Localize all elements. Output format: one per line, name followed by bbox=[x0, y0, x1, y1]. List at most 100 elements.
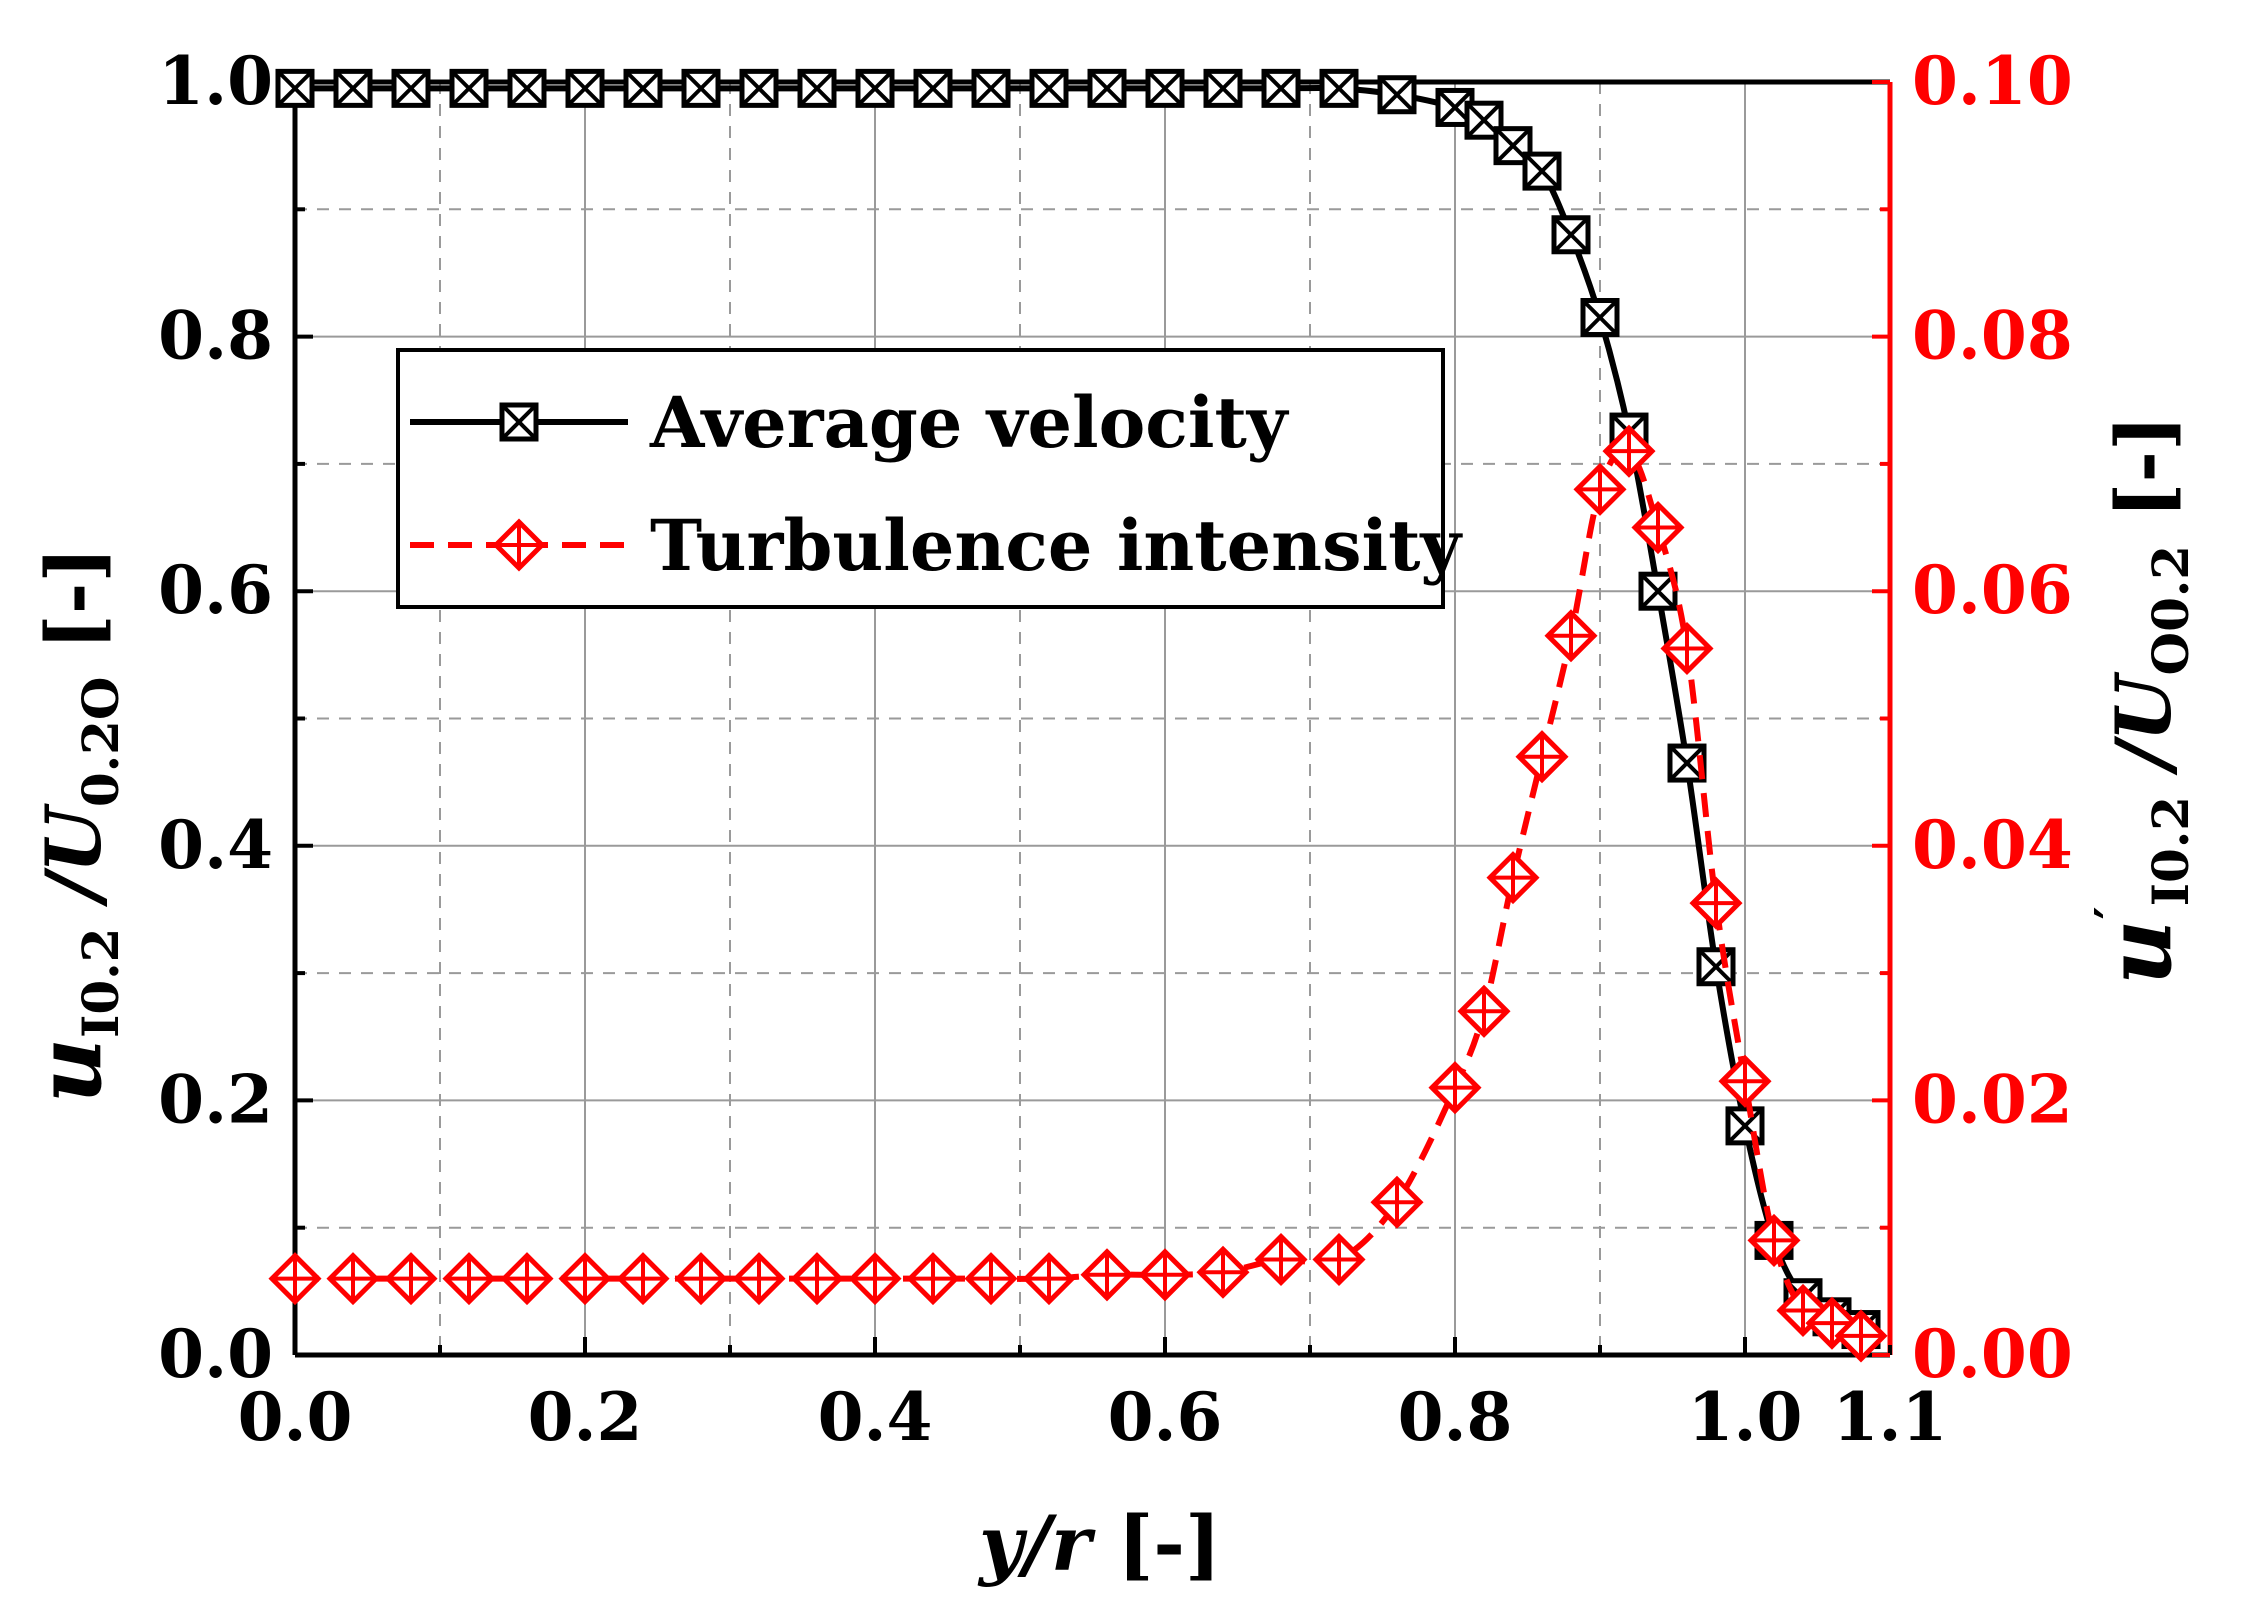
y-left-tick-label: 1.0 bbox=[158, 42, 273, 120]
velocity-point bbox=[507, 68, 547, 108]
x-tick-label: 0.4 bbox=[818, 1378, 933, 1456]
velocity-point-cross-b bbox=[1320, 69, 1358, 107]
velocity-point-cross-b bbox=[1204, 69, 1242, 107]
x-tick-label: 0.0 bbox=[238, 1378, 353, 1456]
series-layer bbox=[268, 68, 1888, 1363]
velocity-point-cross-b bbox=[1697, 948, 1735, 986]
y-left-tick-label: 0.0 bbox=[158, 1315, 273, 1393]
velocity-point-cross-b bbox=[566, 69, 604, 107]
velocity-point-cross-b bbox=[1668, 744, 1706, 782]
velocity-point bbox=[1029, 68, 1069, 108]
velocity-point bbox=[681, 68, 721, 108]
turbulence-point bbox=[384, 1252, 438, 1306]
turbulence-point bbox=[1544, 609, 1598, 663]
turbulence-point bbox=[326, 1252, 380, 1306]
velocity-point bbox=[1145, 68, 1185, 108]
turbulence-point bbox=[1138, 1248, 1192, 1302]
y-right-title-unit: [-] bbox=[2099, 415, 2188, 545]
tick-labels: 0.0 0.2 0.4 0.6 0.8 1.0 1.1 0.0 0.2 0.4 0.6 0.8 1.0 0… bbox=[158, 42, 2073, 1456]
velocity-point-cross-b bbox=[508, 69, 546, 107]
y-right-tick-label: 0.02 bbox=[1912, 1060, 2073, 1138]
x-axis-title: y/r [-] bbox=[977, 1499, 1221, 1588]
velocity-point bbox=[855, 68, 895, 108]
turbulence-point bbox=[732, 1252, 786, 1306]
turbulence-point bbox=[1834, 1309, 1888, 1363]
y-left-title-unit: [-] bbox=[29, 547, 118, 677]
legend-velocity-symbol-cross-b bbox=[500, 403, 538, 441]
velocity-point bbox=[971, 68, 1011, 108]
y-left-title-main: u bbox=[16, 1038, 122, 1103]
velocity-point bbox=[739, 68, 779, 108]
x-tick-label: 0.2 bbox=[528, 1378, 643, 1456]
y-left-title-sub1: I0.2 bbox=[71, 928, 130, 1038]
y-right-title-prime: ′ bbox=[2083, 906, 2142, 919]
y-left-axis-title: uI0.2 /U0.2O [-] bbox=[16, 547, 130, 1104]
turbulence-point bbox=[1573, 462, 1627, 516]
velocity-point bbox=[1319, 68, 1359, 108]
velocity-point bbox=[449, 68, 489, 108]
turbulence-point bbox=[1515, 730, 1569, 784]
series-markers-velocity bbox=[275, 68, 1881, 1350]
velocity-point-cross-b bbox=[740, 69, 778, 107]
turbulence-point bbox=[1660, 621, 1714, 676]
y-right-tick-label: 0.08 bbox=[1912, 297, 2073, 375]
velocity-point bbox=[797, 68, 837, 108]
turbulence-point bbox=[442, 1252, 496, 1306]
turbulence-point bbox=[1631, 501, 1685, 555]
turbulence-point bbox=[558, 1252, 612, 1306]
x-tick-label: 0.6 bbox=[1108, 1378, 1223, 1456]
velocity-point-cross-b bbox=[1552, 216, 1590, 254]
y-left-title-mid: /U bbox=[29, 802, 118, 927]
y-right-tick-label: 0.00 bbox=[1912, 1315, 2073, 1393]
turbulence-point bbox=[1312, 1232, 1366, 1287]
velocity-point bbox=[391, 68, 431, 108]
legend-turbulence-marker bbox=[492, 518, 546, 572]
turbulence-point bbox=[1080, 1248, 1134, 1302]
turbulence-point bbox=[268, 1252, 322, 1306]
turbulence-point bbox=[964, 1252, 1018, 1306]
legend-turbulence-label: Turbulence intensity bbox=[650, 504, 1463, 587]
turbulence-point bbox=[1254, 1232, 1308, 1287]
turbulence-point bbox=[674, 1252, 728, 1306]
series-line-turbulence bbox=[294, 446, 1863, 1339]
turbulence-point bbox=[1428, 1061, 1482, 1115]
turbulence-point bbox=[1486, 851, 1540, 905]
series-markers-turbulence bbox=[268, 424, 1888, 1363]
x-tick-label: 0.8 bbox=[1398, 1378, 1513, 1456]
velocity-point-cross-b bbox=[1465, 101, 1503, 139]
velocity-point-cross-b bbox=[334, 69, 372, 107]
velocity-point bbox=[1638, 571, 1678, 611]
velocity-point-cross-b bbox=[1639, 572, 1677, 610]
velocity-point-cross-b bbox=[624, 69, 662, 107]
turbulence-point bbox=[1196, 1245, 1250, 1299]
velocity-point-cross-b bbox=[914, 69, 952, 107]
velocity-point bbox=[275, 68, 315, 108]
x-tick-label: 1.0 bbox=[1688, 1378, 1803, 1456]
velocity-point bbox=[1435, 87, 1475, 127]
velocity-point-cross-b bbox=[1030, 69, 1068, 107]
velocity-point bbox=[333, 68, 373, 108]
legend-turbulence-symbol bbox=[492, 518, 546, 572]
velocity-point-cross-b bbox=[1494, 127, 1532, 165]
turbulence-point bbox=[1718, 1054, 1772, 1108]
legend-velocity-marker bbox=[499, 402, 539, 442]
y-right-tick-label: 0.10 bbox=[1912, 42, 2073, 120]
velocity-point-cross-b bbox=[392, 69, 430, 107]
turbulence-point bbox=[1747, 1213, 1801, 1267]
velocity-point-cross-b bbox=[1088, 69, 1126, 107]
velocity-point bbox=[1087, 68, 1127, 108]
velocity-point bbox=[1551, 215, 1591, 255]
velocity-point bbox=[913, 68, 953, 108]
legend-entry-turbulence: Turbulence intensity bbox=[410, 504, 1463, 587]
velocity-point bbox=[1522, 151, 1562, 191]
y-right-title-sub1: I0.2 bbox=[2141, 796, 2200, 906]
velocity-point-cross-b bbox=[450, 69, 488, 107]
turbulence-point bbox=[1689, 876, 1743, 930]
velocity-point-cross-b bbox=[798, 69, 836, 107]
turbulence-point bbox=[1602, 424, 1656, 478]
velocity-point bbox=[1696, 947, 1736, 987]
y-left-tick-label: 0.2 bbox=[158, 1060, 273, 1138]
turbulence-point bbox=[1022, 1252, 1076, 1306]
legend-velocity-label: Average velocity bbox=[649, 381, 1290, 464]
